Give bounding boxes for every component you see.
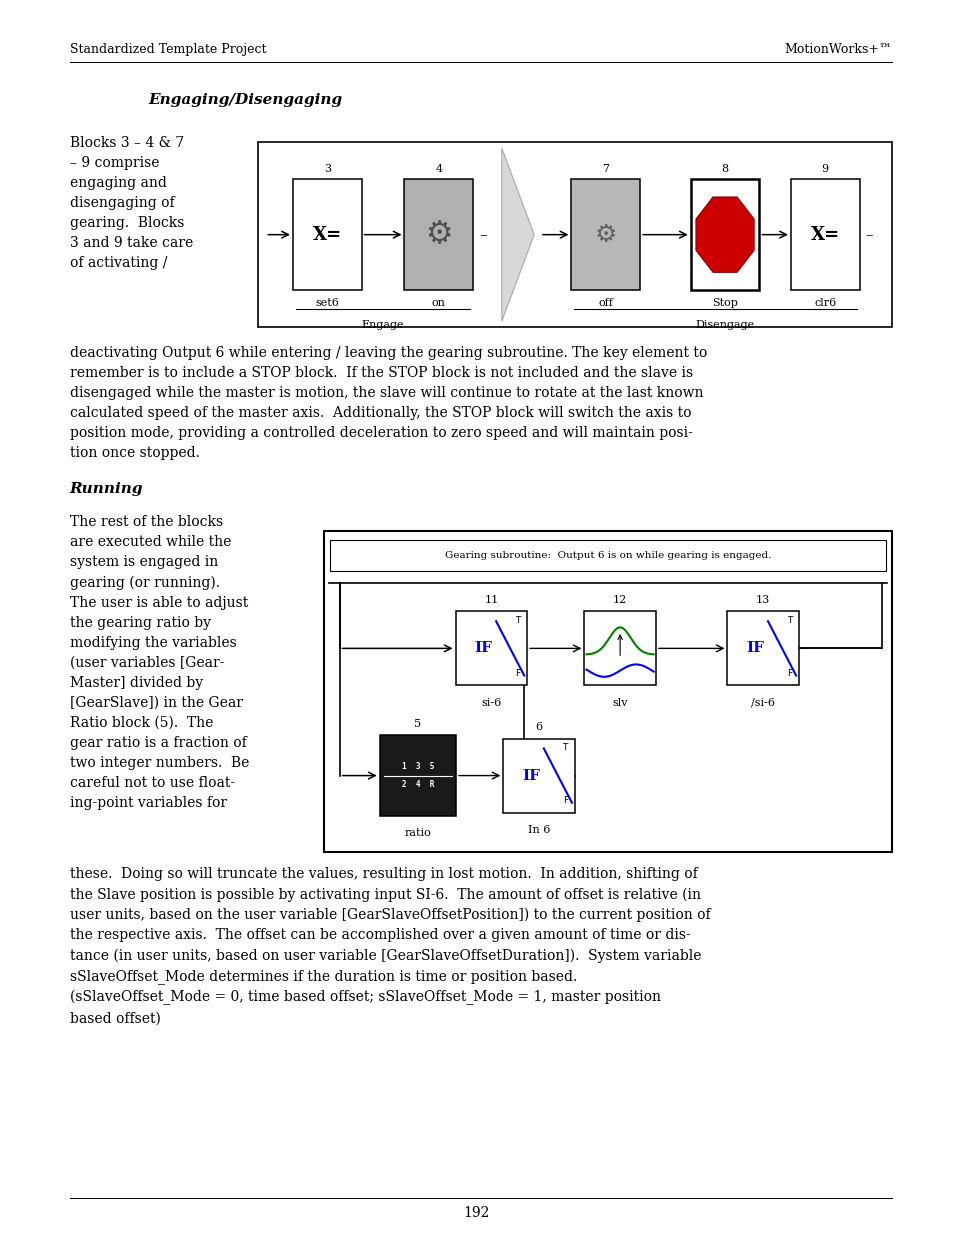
Text: 5: 5	[414, 719, 421, 729]
Text: ⚙: ⚙	[425, 220, 452, 249]
Text: Engaging/Disengaging: Engaging/Disengaging	[148, 93, 341, 106]
FancyBboxPatch shape	[379, 736, 456, 815]
Text: 11: 11	[484, 595, 497, 605]
Text: MotionWorks+™: MotionWorks+™	[783, 43, 891, 56]
Text: off: off	[598, 298, 613, 308]
Text: deactivating Output 6 while entering / leaving the gearing subroutine. The key e: deactivating Output 6 while entering / l…	[70, 346, 706, 461]
Text: ratio: ratio	[404, 827, 431, 839]
Text: 192: 192	[463, 1205, 490, 1220]
Text: set6: set6	[314, 298, 339, 308]
Text: these.  Doing so will truncate the values, resulting in lost motion.  In additio: these. Doing so will truncate the values…	[70, 867, 710, 1025]
Text: 7: 7	[601, 164, 609, 174]
FancyBboxPatch shape	[790, 179, 859, 290]
Text: –: –	[864, 227, 872, 242]
Text: X=: X=	[810, 226, 839, 243]
FancyBboxPatch shape	[503, 739, 574, 813]
Text: STOP: STOP	[710, 230, 739, 240]
Text: si-6: si-6	[480, 698, 501, 708]
Text: –: –	[478, 227, 486, 242]
Text: clr6: clr6	[813, 298, 836, 308]
Text: /si-6: /si-6	[750, 698, 775, 708]
Text: Standardized Template Project: Standardized Template Project	[70, 43, 266, 56]
Text: IF: IF	[746, 641, 763, 656]
Text: T: T	[786, 616, 791, 625]
FancyBboxPatch shape	[257, 142, 891, 327]
Text: 6: 6	[535, 722, 542, 732]
Text: Stop: Stop	[711, 298, 738, 308]
Text: on: on	[432, 298, 445, 308]
Text: 1  3  5: 1 3 5	[401, 762, 434, 772]
Polygon shape	[501, 148, 534, 321]
Text: 3: 3	[323, 164, 331, 174]
Text: T: T	[562, 743, 567, 752]
Text: Engage: Engage	[361, 320, 404, 330]
Text: 2  4  R: 2 4 R	[401, 779, 434, 789]
FancyBboxPatch shape	[293, 179, 361, 290]
Text: X=: X=	[313, 226, 341, 243]
Text: Disengage: Disengage	[695, 320, 754, 330]
Text: slv: slv	[612, 698, 627, 708]
Text: In 6: In 6	[527, 825, 550, 835]
Text: IF: IF	[475, 641, 492, 656]
Text: Blocks 3 – 4 & 7
– 9 comprise
engaging and
disengaging of
gearing.  Blocks
3 and: Blocks 3 – 4 & 7 – 9 comprise engaging a…	[70, 136, 193, 270]
Text: F: F	[515, 669, 519, 678]
Text: T: T	[515, 616, 519, 625]
FancyBboxPatch shape	[690, 179, 759, 290]
Text: Gearing subroutine:  Output 6 is on while gearing is engaged.: Gearing subroutine: Output 6 is on while…	[444, 551, 771, 559]
Text: 8: 8	[720, 164, 728, 174]
Polygon shape	[696, 198, 753, 272]
FancyBboxPatch shape	[404, 179, 473, 290]
Text: F: F	[562, 797, 567, 805]
FancyBboxPatch shape	[571, 179, 639, 290]
Text: 13: 13	[756, 595, 769, 605]
Text: Running: Running	[70, 482, 143, 495]
FancyBboxPatch shape	[324, 531, 891, 852]
Text: ⚙: ⚙	[594, 222, 617, 247]
FancyBboxPatch shape	[583, 611, 655, 685]
Text: F: F	[786, 669, 791, 678]
Text: The rest of the blocks
are executed while the
system is engaged in
gearing (or r: The rest of the blocks are executed whil…	[70, 515, 249, 810]
Text: 9: 9	[821, 164, 828, 174]
FancyBboxPatch shape	[726, 611, 798, 685]
FancyBboxPatch shape	[330, 540, 885, 571]
Text: IF: IF	[522, 768, 539, 783]
FancyBboxPatch shape	[456, 611, 526, 685]
Text: 12: 12	[613, 595, 626, 605]
Text: 4: 4	[435, 164, 442, 174]
